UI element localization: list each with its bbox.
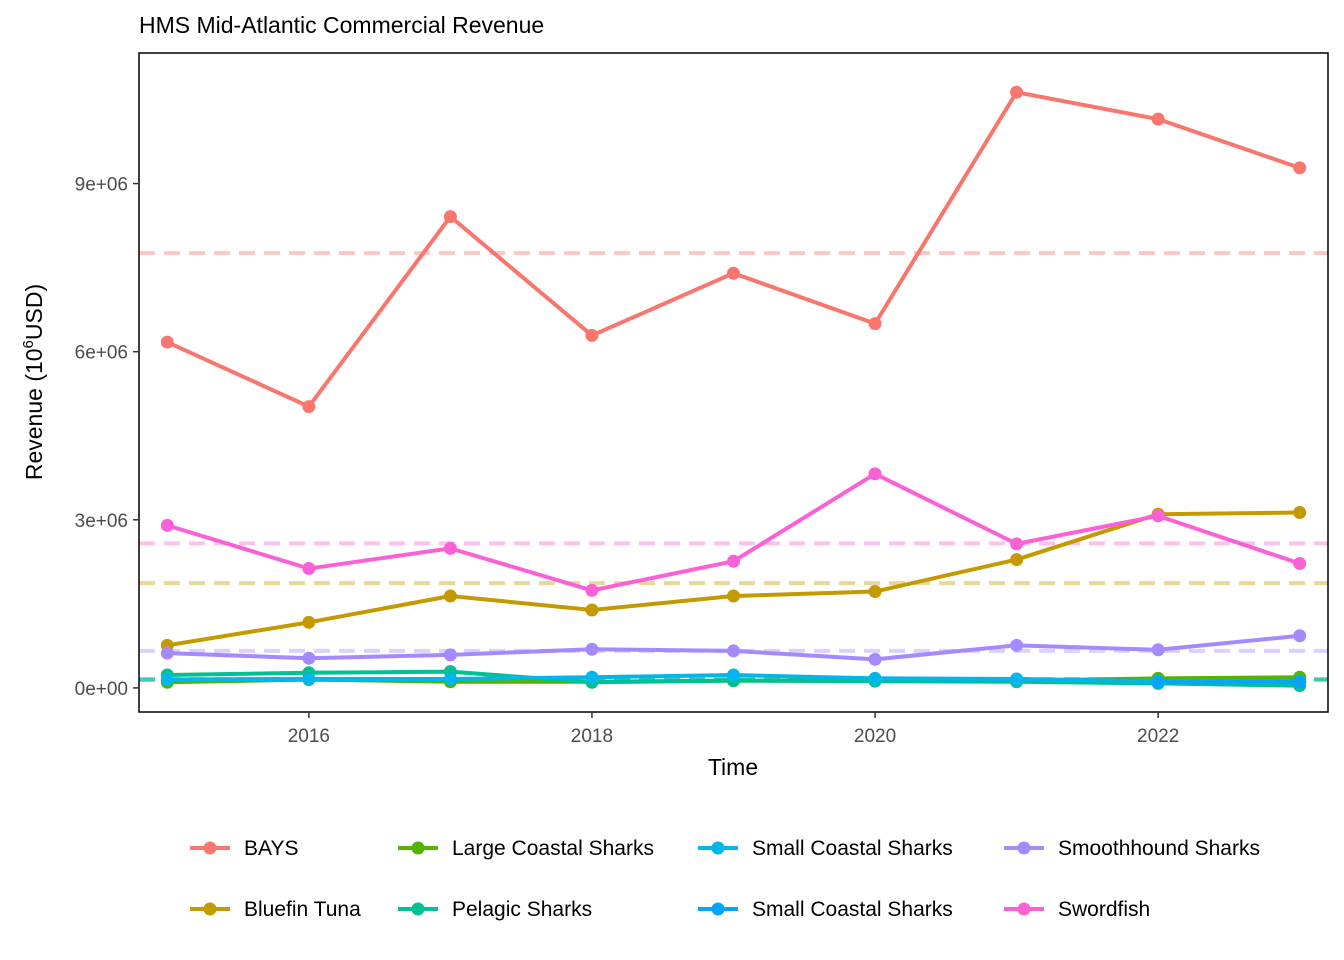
y-tick-label: 0e+00 <box>75 679 128 700</box>
legend-item-smoothhound-sharks: Smoothhound Sharks <box>1004 837 1260 860</box>
legend-swatch-point <box>1017 841 1031 855</box>
plot-area <box>139 85 1328 693</box>
data-point <box>443 210 457 224</box>
legend-label: Swordfish <box>1058 898 1150 921</box>
y-axis-title-sup: 6 <box>20 340 37 348</box>
legend-swatch-point <box>411 841 425 855</box>
data-point <box>160 335 174 349</box>
data-point <box>585 328 599 342</box>
legend-swatch-point <box>411 902 425 916</box>
data-point <box>302 615 316 629</box>
data-point <box>727 589 740 603</box>
data-point <box>1010 638 1024 652</box>
data-point <box>1010 672 1024 686</box>
x-tick-label: 2020 <box>854 726 896 747</box>
legend-swatch-point <box>203 841 217 855</box>
legend-label: Small Coastal Sharks <box>752 898 953 921</box>
data-point <box>1151 675 1165 689</box>
series-bluefin-tuna <box>160 506 1307 652</box>
data-point <box>585 603 599 617</box>
legend-label: BAYS <box>244 837 298 860</box>
data-point <box>585 670 599 684</box>
legend-item-pelagic-sharks: Pelagic Sharks <box>398 898 592 921</box>
legend-item-small-coastal-sharks: Small Coastal Sharks <box>698 898 953 921</box>
data-point <box>1293 557 1307 571</box>
legend-swatch-point <box>203 902 217 916</box>
legend-item-bluefin-tuna: Bluefin Tuna <box>190 898 361 921</box>
legend-label: Pelagic Sharks <box>452 898 592 921</box>
data-point <box>443 672 457 686</box>
data-point <box>868 585 882 599</box>
data-point <box>1151 509 1165 523</box>
data-point <box>1293 506 1307 520</box>
series-smoothhound-sharks <box>160 629 1307 666</box>
legend-label: Large Coastal Sharks <box>452 837 654 860</box>
data-point <box>302 651 316 665</box>
legend-item-swordfish: Swordfish <box>1004 898 1150 921</box>
data-point <box>585 642 599 656</box>
y-axis-title-tail: USD) <box>21 284 47 340</box>
data-point <box>302 672 316 686</box>
data-point <box>585 583 599 597</box>
series-line-bluefin-tuna <box>166 510 1300 648</box>
legend-swatch-point <box>711 841 725 855</box>
legend-label: Bluefin Tuna <box>244 898 361 921</box>
panel-border <box>138 52 1329 713</box>
legend-item-small-coastal-sharks: Small Coastal Sharks <box>698 837 953 860</box>
legend-label: Small Coastal Sharks <box>752 837 953 860</box>
x-tick-label: 2022 <box>1137 726 1179 747</box>
x-tick-label: 2016 <box>288 726 330 747</box>
y-tick-label: 9e+06 <box>75 175 128 196</box>
data-point <box>302 400 316 414</box>
data-point <box>1010 553 1024 567</box>
data-point <box>1293 161 1307 175</box>
data-point <box>443 648 457 662</box>
data-point <box>727 644 740 658</box>
series-swordfish <box>160 467 1307 597</box>
y-tick-label: 6e+06 <box>75 343 128 364</box>
y-axis-title: Revenue (106USD) <box>20 284 47 480</box>
legend-swatch-point <box>711 902 725 916</box>
series-line-swordfish <box>166 471 1301 593</box>
data-point <box>727 668 740 682</box>
data-point <box>868 671 882 685</box>
legend: BAYS Bluefin Tuna Large Coastal Sharks Pela… <box>190 837 1260 921</box>
data-point <box>868 467 882 481</box>
x-axis-title: Time <box>708 754 758 780</box>
series-small-coastal-sharks <box>1151 675 1307 689</box>
series-bays <box>160 85 1307 414</box>
data-point <box>443 589 457 603</box>
axes: 2016 2018 2020 2022 0e+00 3e+06 6e+06 9e+06 <box>75 52 1329 747</box>
data-point <box>868 652 882 666</box>
y-axis-title-main: Revenue (10 <box>21 348 47 480</box>
data-point <box>160 672 174 686</box>
legend-item-large-coastal-sharks: Large Coastal Sharks <box>398 837 654 860</box>
data-point <box>160 646 174 660</box>
mean-reference-lines <box>139 251 1328 683</box>
chart-title: HMS Mid-Atlantic Commercial Revenue <box>139 12 544 38</box>
legend-item-bays: BAYS <box>190 837 298 860</box>
data-point <box>160 518 174 532</box>
data-point <box>1010 85 1024 99</box>
legend-swatch-point <box>1017 902 1031 916</box>
data-point <box>302 562 316 576</box>
data-point <box>1151 643 1165 657</box>
data-point <box>727 266 740 280</box>
series-line-bays <box>166 90 1301 409</box>
data-point <box>1293 675 1307 689</box>
data-point <box>443 541 457 555</box>
data-point <box>1010 537 1024 551</box>
legend-label: Smoothhound Sharks <box>1058 837 1260 860</box>
x-tick-label: 2018 <box>571 726 613 747</box>
data-point <box>868 317 882 331</box>
data-point <box>727 554 740 568</box>
data-point <box>1293 629 1307 643</box>
y-tick-label: 3e+06 <box>75 511 128 532</box>
data-point <box>1151 112 1165 126</box>
